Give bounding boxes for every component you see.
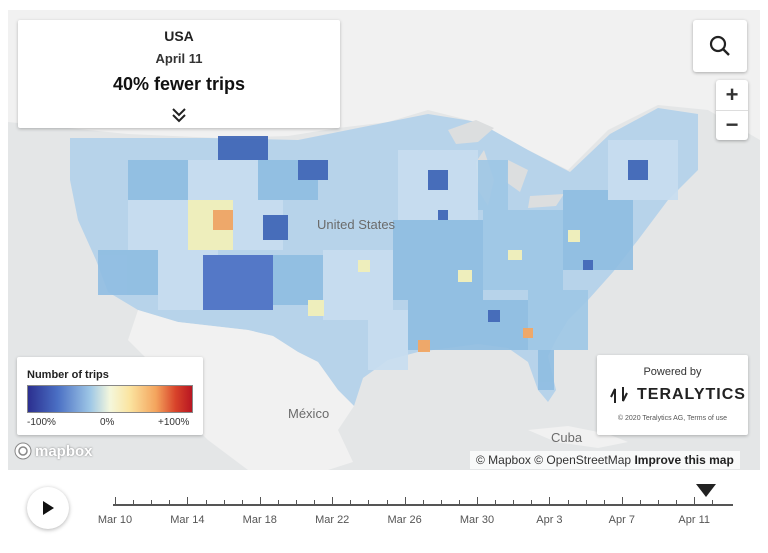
timeline: Mar 10 Mar 14 Mar 18 Mar 22 Mar 26 Mar 30 Apr … <box>0 472 768 553</box>
timeline-tick <box>639 500 641 506</box>
timeline-tick <box>658 500 659 506</box>
timeline-tick <box>621 497 623 506</box>
search-icon <box>709 35 730 56</box>
timeline-tick <box>115 497 116 506</box>
timeline-current-marker[interactable] <box>696 484 716 503</box>
timeline-tick <box>205 500 207 506</box>
timeline-tick <box>603 500 605 506</box>
lake-huron <box>506 160 528 192</box>
play-icon <box>43 501 54 515</box>
timeline-tick <box>151 500 153 506</box>
powered-by-card: Powered by TERALYTICS © 2020 Teralytics … <box>597 355 748 435</box>
timeline-label[interactable]: Apr 7 <box>608 514 635 526</box>
label-mexico: México <box>288 406 330 421</box>
mapbox-attribution-link[interactable]: © Mapbox <box>476 453 531 467</box>
mapbox-wordmark: mapbox <box>35 442 93 460</box>
timeline-tick <box>585 500 587 506</box>
timeline-tick <box>712 500 714 506</box>
lake-superior <box>448 120 494 144</box>
timeline-tick <box>296 500 297 506</box>
legend-tick-max: +100% <box>158 417 190 428</box>
timeline-label[interactable]: Mar 18 <box>242 514 277 526</box>
double-chevron-down-icon[interactable] <box>169 106 189 124</box>
trip-change-metric: 40% fewer trips <box>112 74 246 94</box>
timeline-label[interactable]: Mar 10 <box>97 514 133 526</box>
teralytics-logo[interactable]: TERALYTICS <box>609 383 746 407</box>
play-button[interactable] <box>27 487 69 529</box>
timeline-tick <box>531 500 533 506</box>
timeline-tick <box>676 500 678 506</box>
label-united-states: United States <box>317 217 396 232</box>
timeline-tick <box>549 497 551 506</box>
trips-legend: Number of trips -100% 0% +100% <box>17 357 203 435</box>
timeline-tick <box>241 500 243 506</box>
region-info-card: USA April 11 40% fewer trips <box>18 20 340 128</box>
legend-tick-mid: 0% <box>100 417 115 428</box>
timeline-tick <box>404 497 406 506</box>
timeline-label[interactable]: Apr 11 <box>678 514 710 526</box>
brand-name: TERALYTICS <box>637 386 746 403</box>
timeline-label[interactable]: Mar 26 <box>387 514 422 526</box>
timeline-tick <box>187 497 189 506</box>
timeline-label[interactable]: Mar 14 <box>170 514 205 526</box>
legend-title: Number of trips <box>27 369 109 381</box>
timeline-tick <box>259 497 261 506</box>
timeline-tick <box>350 500 352 506</box>
timeline-tick <box>133 500 135 506</box>
timeline-tick <box>440 500 442 506</box>
timeline-tick <box>277 500 279 506</box>
mexico-land <box>128 310 354 470</box>
timeline-tick <box>386 500 388 506</box>
timeline-tick <box>513 500 515 506</box>
map-attribution: © Mapbox © OpenStreetMap Improve this ma… <box>470 451 740 469</box>
cuba-land <box>528 426 628 448</box>
teralytics-icon <box>610 387 628 403</box>
zoom-in-button[interactable]: + <box>716 80 748 111</box>
mapbox-logo[interactable]: mapbox <box>14 442 93 460</box>
legend-color-scale <box>27 385 193 413</box>
copyright-text[interactable]: © 2020 Teralytics AG, Terms of use <box>617 415 728 422</box>
lake-erie <box>528 194 564 208</box>
zoom-out-button[interactable]: − <box>725 112 739 137</box>
timeline-label[interactable]: Mar 22 <box>315 514 350 526</box>
improve-map-link[interactable]: Improve this map <box>634 453 734 467</box>
timeline-label[interactable]: Mar 30 <box>459 514 495 526</box>
timeline-tick <box>458 500 460 506</box>
search-button[interactable] <box>693 20 747 72</box>
timeline-tick <box>223 500 225 506</box>
timeline-tick <box>495 500 497 506</box>
timeline-tick <box>332 497 334 506</box>
powered-by-label: Powered by <box>643 366 702 378</box>
label-cuba: Cuba <box>551 430 583 445</box>
triangle-down-icon <box>696 484 716 497</box>
legend-tick-min: -100% <box>27 417 56 428</box>
selected-date: April 11 <box>155 51 203 66</box>
timeline-tick <box>694 497 696 506</box>
timeline-tick <box>567 500 569 506</box>
region-name: USA <box>164 28 194 44</box>
timeline-label[interactable]: Apr 3 <box>536 514 563 526</box>
timeline-tick <box>169 500 171 506</box>
mapbox-icon <box>14 442 32 460</box>
zoom-controls: + − <box>716 80 748 140</box>
osm-attribution-link[interactable]: © OpenStreetMap <box>534 453 632 467</box>
timeline-tick <box>368 500 370 506</box>
timeline-tick <box>477 497 478 506</box>
timeline-tick <box>422 500 424 506</box>
timeline-tick <box>314 500 316 506</box>
